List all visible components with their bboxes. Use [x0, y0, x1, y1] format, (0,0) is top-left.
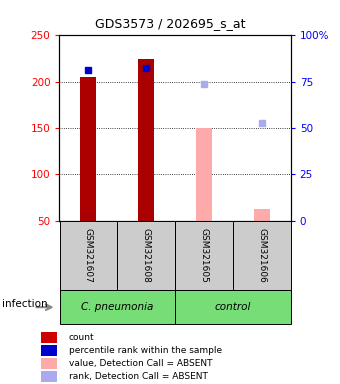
- Bar: [80, 77, 97, 221]
- Bar: [175, 290, 291, 324]
- Text: GSM321607: GSM321607: [84, 228, 93, 283]
- Text: C. pneumonia: C. pneumonia: [81, 302, 153, 312]
- Bar: [196, 128, 212, 221]
- Bar: [138, 58, 154, 221]
- Text: count: count: [69, 333, 94, 342]
- Bar: [117, 221, 175, 290]
- Bar: [254, 209, 270, 221]
- Text: percentile rank within the sample: percentile rank within the sample: [69, 346, 222, 355]
- Text: GDS3573 / 202695_s_at: GDS3573 / 202695_s_at: [95, 17, 245, 30]
- Bar: [175, 221, 233, 290]
- Bar: [41, 332, 57, 343]
- Text: GSM321608: GSM321608: [142, 228, 151, 283]
- Bar: [41, 358, 57, 369]
- Text: infection: infection: [2, 299, 47, 309]
- Bar: [41, 345, 57, 356]
- Bar: [59, 290, 175, 324]
- Text: value, Detection Call = ABSENT: value, Detection Call = ABSENT: [69, 359, 212, 367]
- Text: control: control: [215, 302, 251, 312]
- Text: GSM321606: GSM321606: [257, 228, 266, 283]
- Text: rank, Detection Call = ABSENT: rank, Detection Call = ABSENT: [69, 372, 207, 381]
- Bar: [41, 371, 57, 382]
- Bar: [59, 221, 117, 290]
- Bar: [233, 221, 291, 290]
- Text: GSM321605: GSM321605: [200, 228, 208, 283]
